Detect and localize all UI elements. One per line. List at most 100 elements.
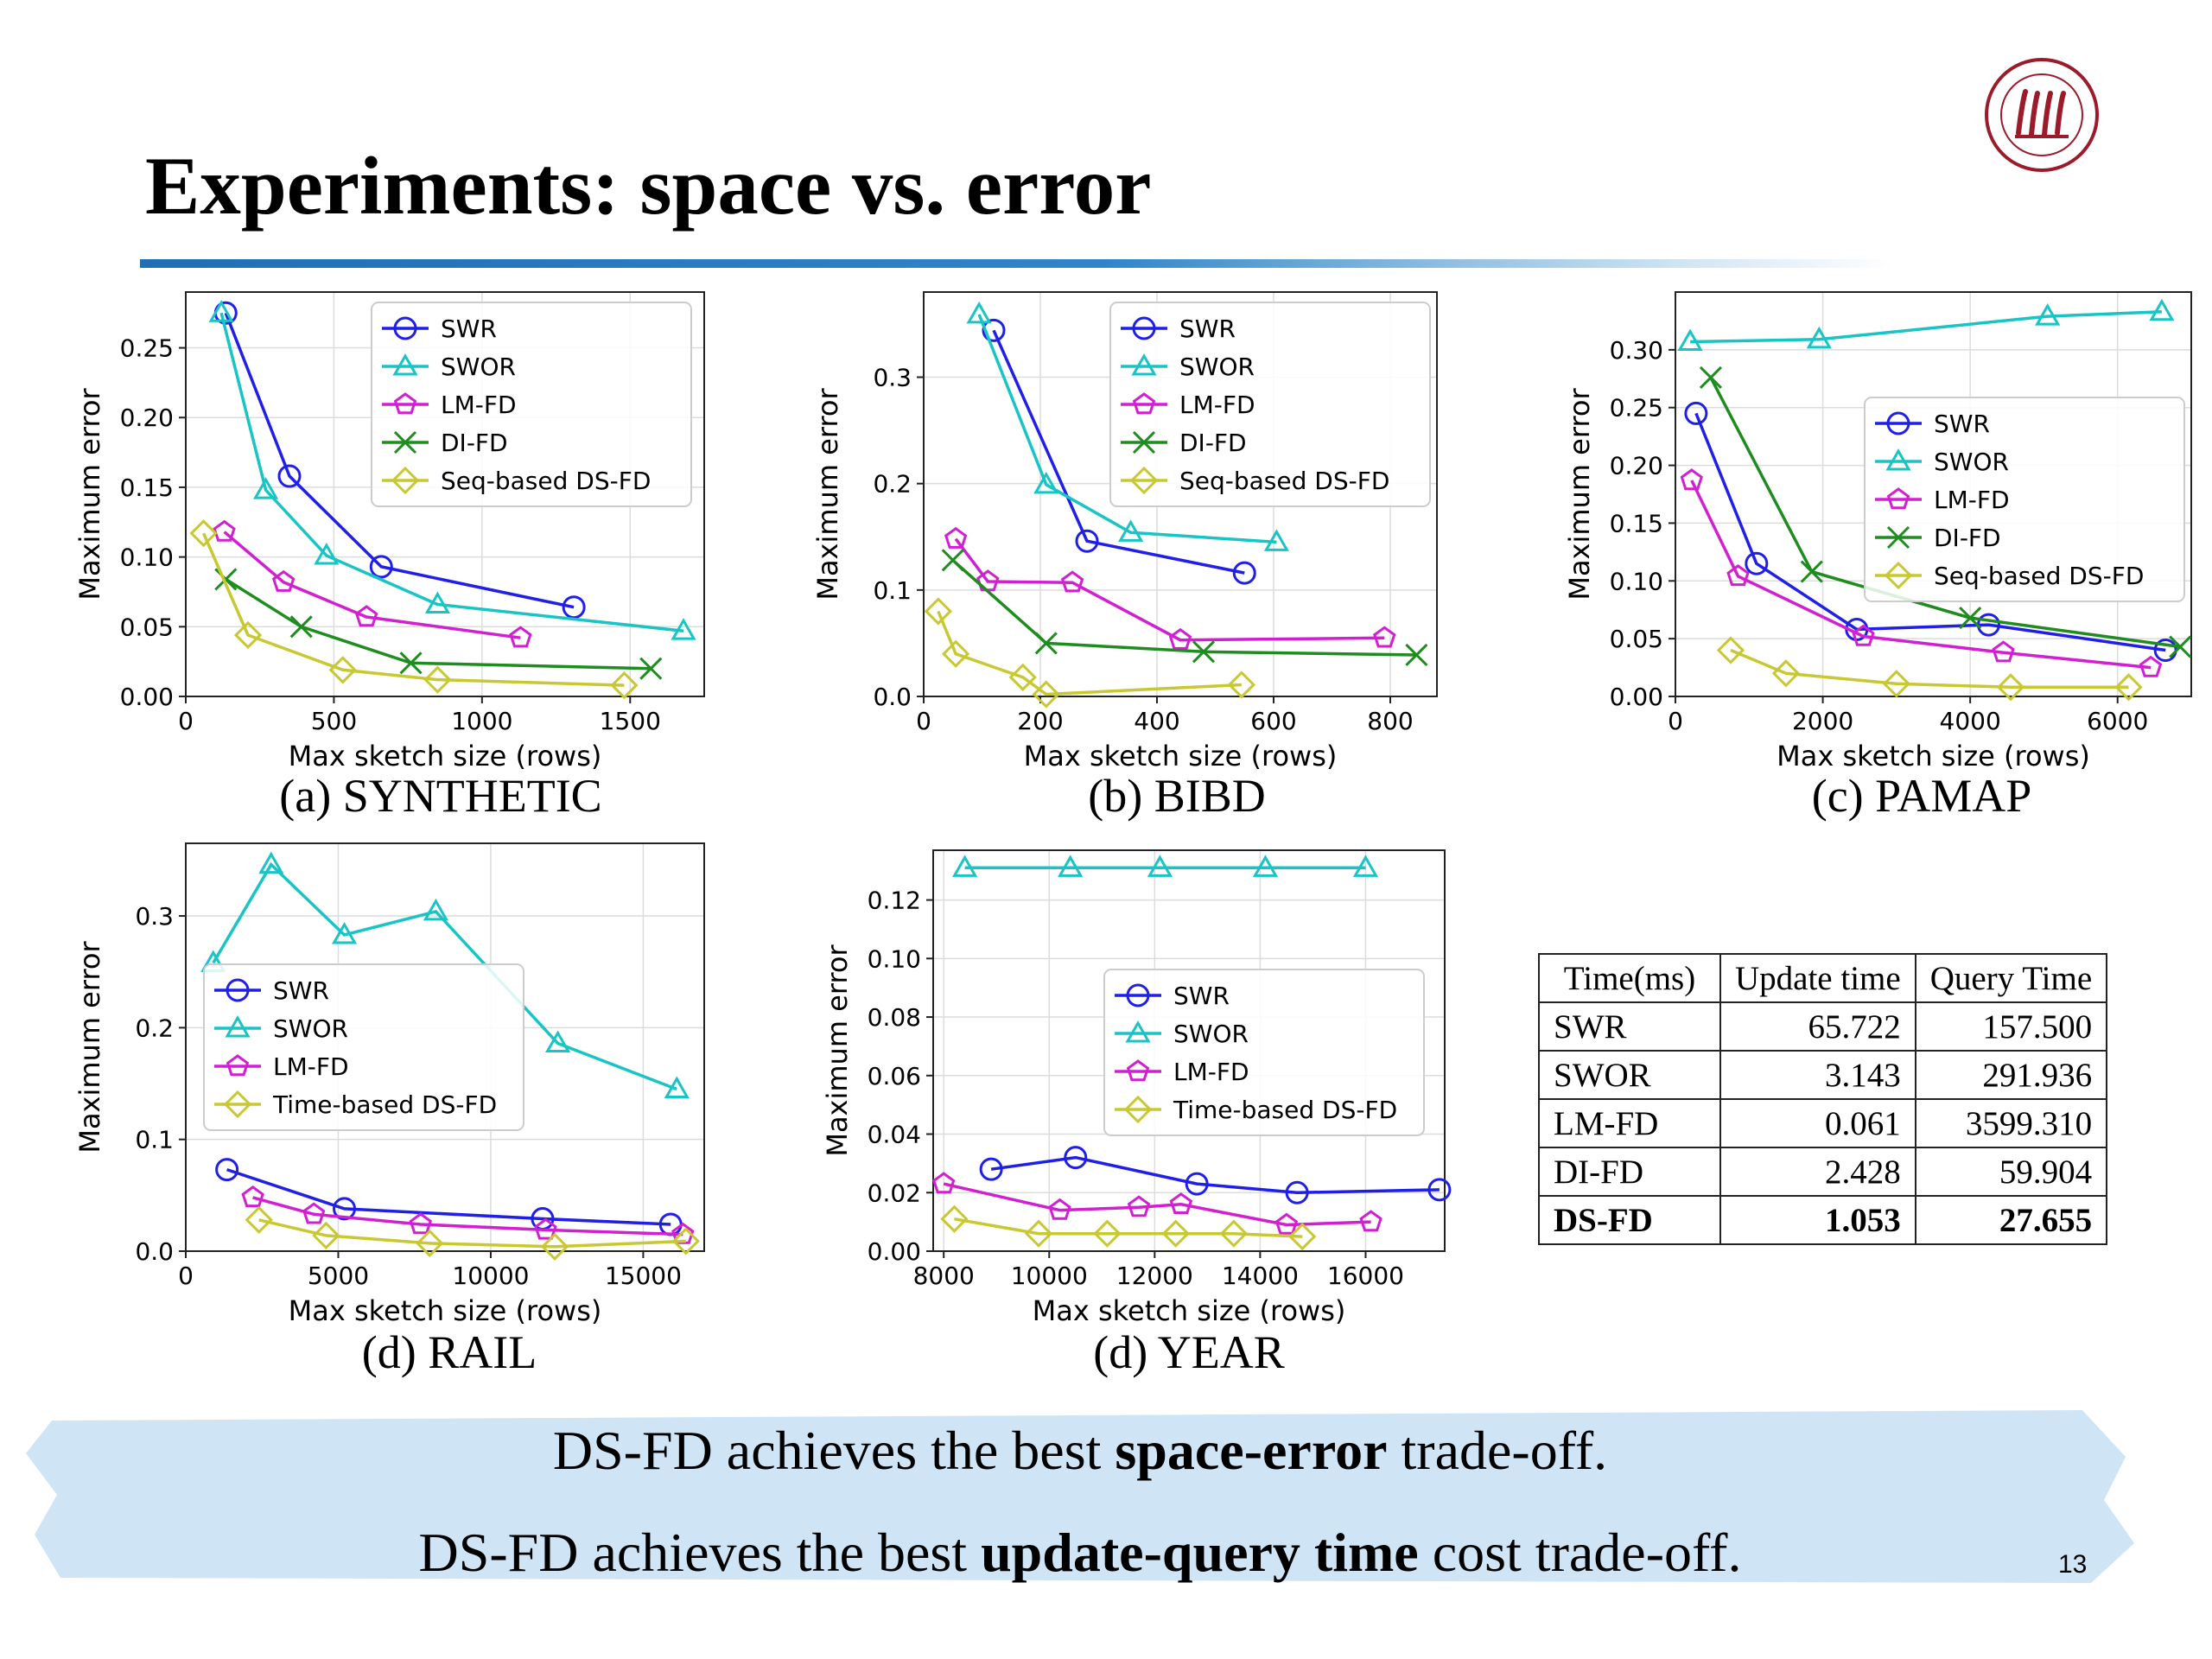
- legend-label: DI-FD: [441, 429, 508, 457]
- data-point: [966, 301, 992, 324]
- data-point: [1032, 680, 1060, 709]
- x-tick-label: 0: [178, 707, 194, 735]
- data-point: [1033, 471, 1059, 494]
- x-tick-label: 2000: [1792, 707, 1853, 735]
- series-line: [252, 1196, 683, 1236]
- series-line: [1730, 648, 2129, 690]
- data-point: [671, 1227, 700, 1255]
- series-swr: [979, 1146, 1452, 1205]
- data-point: [1252, 855, 1279, 877]
- data-point: [271, 569, 296, 592]
- series-time-based-ds-fd: [940, 1205, 1317, 1251]
- table-cell-method: SWR: [1538, 1001, 1721, 1052]
- data-point: [1852, 624, 1875, 646]
- data-point: [664, 1076, 690, 1098]
- x-tick-label: 5000: [308, 1262, 369, 1290]
- plot-frame: [932, 849, 1446, 1252]
- series-swr: [215, 1158, 683, 1236]
- data-point: [1726, 564, 1750, 587]
- caption-rail: (d) RAIL: [361, 1326, 537, 1378]
- data-point: [1024, 1219, 1053, 1248]
- data-point: [233, 620, 263, 650]
- series-lm-fd: [932, 1172, 1382, 1235]
- data-point: [1677, 328, 1703, 351]
- legend-label: LM-FD: [273, 1052, 349, 1081]
- data-point: [540, 1232, 569, 1261]
- data-point: [1060, 570, 1084, 593]
- data-point: [671, 618, 696, 640]
- timing-table: Time(ms) Update time Query Time SWR 65.7…: [1538, 953, 2108, 1245]
- series-line: [951, 559, 1417, 657]
- y-tick-label: 0.25: [1610, 394, 1663, 423]
- legend-marker: [1884, 561, 1913, 590]
- plot-frame: [185, 842, 705, 1252]
- data-point: [1274, 1212, 1299, 1235]
- legend-box: [1109, 302, 1431, 507]
- data-point: [1232, 561, 1256, 585]
- table-cell-query: 157.500: [1914, 1001, 2108, 1052]
- legend-label: SWOR: [1934, 448, 2009, 476]
- x-tick-label: 200: [1017, 707, 1063, 735]
- data-point: [2139, 655, 2163, 677]
- page-number: 13: [2058, 1550, 2088, 1579]
- series-lm-fd: [241, 1185, 695, 1244]
- data-point: [1168, 627, 1192, 650]
- legend-box: [203, 963, 524, 1131]
- conclusion-banner: [26, 1410, 2134, 1583]
- y-tick-label: 0.10: [120, 543, 174, 572]
- series-line: [977, 314, 1277, 544]
- x-tick-label: 600: [1250, 707, 1296, 735]
- legend-label: LM-FD: [441, 391, 517, 419]
- y-tick-label: 0.25: [120, 334, 174, 363]
- chart-a: 0 500 1000 1500 0.00 0.05 0.10 0.15 0.20 0.25 Max …: [73, 291, 705, 772]
- legend-label: DI-FD: [1934, 524, 2001, 552]
- caption-bibd: (b) BIBD: [1088, 770, 1266, 822]
- legend-marker: [1129, 466, 1159, 495]
- data-point: [2035, 303, 2061, 326]
- legend-marker: [1126, 1059, 1150, 1082]
- conclusion-text: DS-FD achieves the best: [552, 1420, 1116, 1481]
- conclusion-line-1: DS-FD achieves the best space-error trad…: [0, 1419, 2160, 1483]
- legend-marker: [1132, 392, 1156, 415]
- data-point: [940, 1205, 969, 1233]
- data-point: [942, 639, 970, 668]
- legend-label: SWR: [1179, 315, 1236, 343]
- series-lm-fd: [213, 519, 532, 648]
- series-lm-fd: [1680, 468, 2163, 677]
- y-tick-label: 0.00: [120, 683, 174, 711]
- x-tick-label: 8000: [913, 1262, 975, 1290]
- data-point: [416, 1229, 444, 1258]
- legend-marker: [225, 1014, 251, 1038]
- x-axis-label: Max sketch size (rows): [1777, 740, 2090, 772]
- table-row: DS-FD 1.053 27.655: [1538, 1195, 2108, 1245]
- data-point: [1161, 1219, 1190, 1248]
- legend-label: SWR: [1173, 982, 1230, 1010]
- y-tick-label: 0.30: [1610, 336, 1663, 365]
- table-row: LM-FD 0.061 3599.310: [1538, 1098, 2108, 1148]
- legend-label: LM-FD: [1934, 486, 2010, 514]
- series-line: [226, 1167, 671, 1226]
- data-point: [369, 555, 393, 579]
- legend-marker: [1132, 430, 1156, 454]
- data-point: [2149, 298, 2175, 321]
- data-point: [252, 477, 279, 499]
- chart-b: 0 200 400 600 800 0.0 0.1 0.2 0.3 Max sketch size…: [811, 291, 1438, 772]
- data-point: [241, 1185, 264, 1208]
- data-point: [1127, 1195, 1151, 1217]
- x-tick-label: 10000: [1011, 1262, 1088, 1290]
- y-tick-label: 0.3: [135, 902, 174, 931]
- legend-marker: [1131, 353, 1157, 376]
- x-tick-label: 14000: [1222, 1262, 1299, 1290]
- legend: SWR SWOR LM-FD Time-based DS-FD: [1103, 969, 1425, 1136]
- series-time-based-ds-fd: [245, 1205, 700, 1261]
- data-point: [1093, 1219, 1122, 1248]
- data-point: [610, 671, 639, 700]
- slide-title: Experiments: space vs. error: [145, 140, 1152, 232]
- data-point: [1058, 855, 1084, 877]
- legend-marker: [393, 430, 417, 454]
- data-point: [1288, 1222, 1317, 1251]
- x-axis-label: Max sketch size (rows): [1024, 740, 1338, 772]
- title-underline: [140, 259, 1894, 268]
- legend-label: Seq-based DS-FD: [1934, 562, 2144, 590]
- data-point: [245, 1205, 273, 1234]
